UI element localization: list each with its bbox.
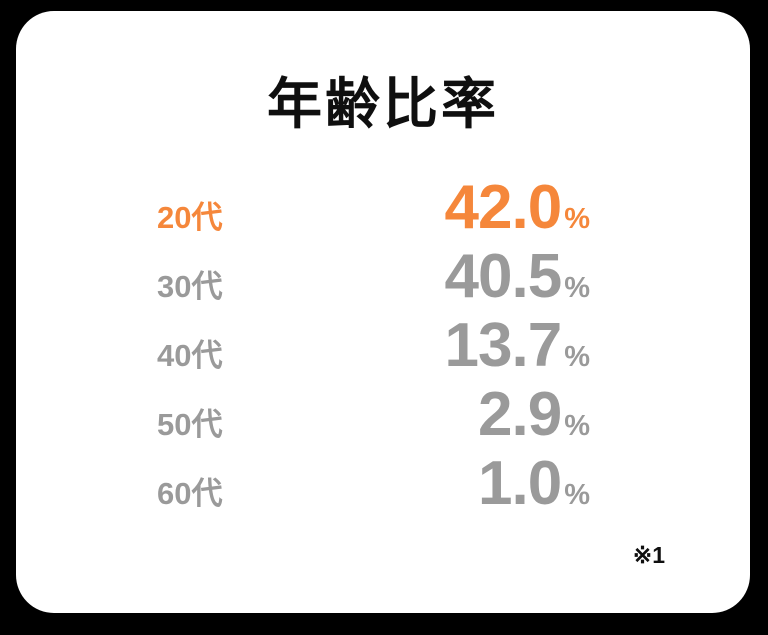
percent-unit: %: [564, 272, 590, 304]
percent-unit: %: [564, 410, 590, 442]
age-label: 30代: [157, 269, 223, 304]
age-value: 42.0%: [445, 173, 590, 242]
age-value-number: 13.7: [444, 311, 563, 380]
age-value: 2.9%: [478, 380, 590, 449]
percent-unit: %: [564, 203, 590, 235]
age-value-number: 2.9: [478, 380, 562, 449]
age-row-20s: 20代 42.0%: [157, 173, 590, 242]
age-value-number: 42.0: [444, 173, 563, 242]
age-ratio-list: 20代 42.0% 30代 40.5% 40代 13.7% 50代 2.9% 6…: [157, 173, 590, 518]
age-value: 13.7%: [445, 311, 590, 380]
age-label: 50代: [157, 407, 223, 442]
age-row-30s: 30代 40.5%: [157, 242, 590, 311]
age-row-60s: 60代 1.0%: [157, 449, 590, 518]
footnote: ※1: [632, 542, 665, 568]
age-row-50s: 50代 2.9%: [157, 380, 590, 449]
age-row-40s: 40代 13.7%: [157, 311, 590, 380]
age-value-number: 40.5: [444, 242, 563, 311]
age-value: 1.0%: [478, 449, 590, 518]
percent-unit: %: [564, 479, 590, 511]
age-value-number: 1.0: [478, 449, 562, 518]
stats-card: 年齢比率 20代 42.0% 30代 40.5% 40代 13.7% 50代 2…: [16, 11, 750, 613]
age-label: 40代: [157, 338, 223, 373]
age-label: 60代: [157, 476, 223, 511]
age-label: 20代: [157, 200, 223, 235]
age-value: 40.5%: [445, 242, 590, 311]
chart-title: 年齢比率: [266, 73, 499, 135]
percent-unit: %: [564, 341, 590, 373]
